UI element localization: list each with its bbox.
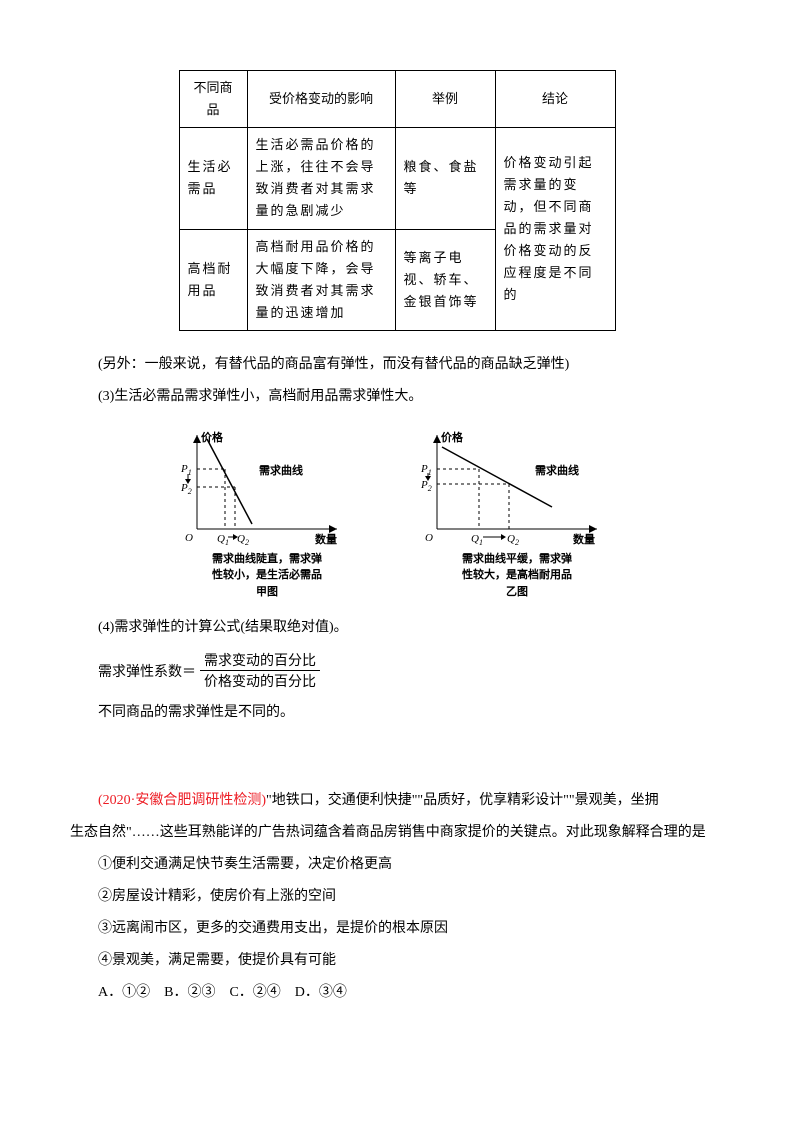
origin-label: O — [185, 532, 193, 544]
cap-b-1: 需求曲线平缓，需求弹 — [462, 553, 572, 565]
y-label: 价格 — [201, 430, 224, 444]
stem-b: 生态自然"……这些耳熟能详的广告热词蕴含着商品房销售中商家提价的关键点。对此现象… — [70, 819, 724, 847]
origin-label: O — [425, 532, 433, 544]
q1-label: Q1 — [217, 533, 229, 547]
chart-a: 价格 数量 O P1 P2 Q1 Q2 需求曲线 需求曲线陡直，需求弹 — [177, 429, 357, 601]
opt-3: ③远离闹市区，更多的交通费用支出，是提价的根本原因 — [70, 915, 724, 943]
question-source: (2020·安徽合肥调研性检测) — [98, 793, 266, 808]
y-arrow-icon — [433, 435, 441, 443]
comparison-table: 不同商品 受价格变动的影响 举例 结论 生活必需品 生活必需品价格的上涨，往往不… — [179, 70, 616, 331]
cell-example-2: 等离子电视、轿车、金银首饰等 — [395, 229, 495, 330]
cell-goods-2: 高档耐用品 — [179, 229, 247, 330]
p1-label: P1 — [180, 463, 192, 477]
formula-denominator: 价格变动的百分比 — [200, 671, 320, 691]
question-block: (2020·安徽合肥调研性检测)"地铁口，交通便利快捷""品质好，优享精彩设计"… — [70, 787, 724, 1007]
opt-2: ②房屋设计精彩，使房价有上涨的空间 — [70, 883, 724, 911]
chart-a-caption: 需求曲线陡直，需求弹 性较小，是生活必需品 甲图 — [212, 551, 322, 601]
opt-4: ④景观美，满足需要，使提价具有可能 — [70, 947, 724, 975]
para-3: (3)生活必需品需求弹性小，高档耐用品需求弹性大。 — [70, 383, 724, 411]
cell-goods-1: 生活必需品 — [179, 128, 247, 229]
table-row: 生活必需品 生活必需品价格的上涨，往往不会导致消费者对其需求量的急剧减少 粮食、… — [179, 128, 615, 229]
formula-row: 需求弹性系数＝ 需求变动的百分比 价格变动的百分比 — [98, 650, 724, 691]
para-4: (4)需求弹性的计算公式(结果取绝对值)。 — [70, 614, 724, 642]
chart-b: 价格 数量 O P1 P2 Q1 Q2 需求曲线 需求曲线平缓，需求弹 — [417, 429, 617, 601]
table-header-row: 不同商品 受价格变动的影响 举例 结论 — [179, 71, 615, 128]
x-label: 数量 — [573, 532, 595, 546]
q2-label: Q2 — [237, 533, 249, 547]
th-example: 举例 — [395, 71, 495, 128]
cap-a-1: 需求曲线陡直，需求弹 — [212, 553, 322, 565]
chart-b-svg: 价格 数量 O P1 P2 Q1 Q2 需求曲线 — [417, 429, 617, 549]
th-conclusion: 结论 — [495, 71, 615, 128]
y-arrow-icon — [193, 435, 201, 443]
p2-label: P2 — [180, 482, 192, 496]
cap-a-3: 甲图 — [256, 586, 278, 598]
cap-b-2: 性较大，是高档耐用品 — [462, 569, 572, 581]
cell-effect-1: 生活必需品价格的上涨，往往不会导致消费者对其需求量的急剧减少 — [247, 128, 395, 229]
formula-fraction: 需求变动的百分比 价格变动的百分比 — [200, 650, 320, 691]
cell-conclusion-merged: 价格变动引起需求量的变动，但不同商品的需求量对价格变动的反应程度是不同的 — [495, 128, 615, 331]
demand-curve-a — [207, 439, 252, 524]
cell-effect-2: 高档耐用品价格的大幅度下降，会导致消费者对其需求量的迅速增加 — [247, 229, 395, 330]
q-arrow-icon — [501, 534, 506, 540]
q1-label: Q1 — [471, 533, 483, 547]
charts-row: 价格 数量 O P1 P2 Q1 Q2 需求曲线 需求曲线陡直，需求弹 — [70, 429, 724, 601]
y-label: 价格 — [441, 430, 464, 444]
para-after-formula: 不同商品的需求弹性是不同的。 — [70, 699, 724, 727]
question-stem: (2020·安徽合肥调研性检测)"地铁口，交通便利快捷""品质好，优享精彩设计"… — [70, 787, 724, 815]
cap-b-3: 乙图 — [506, 586, 528, 598]
p1-label: P1 — [420, 463, 432, 477]
note-substitutes: (另外：一般来说，有替代品的商品富有弹性，而没有替代品的商品缺乏弹性) — [70, 351, 724, 379]
formula-lhs: 需求弹性系数＝ — [98, 661, 196, 681]
q2-label: Q2 — [507, 533, 519, 547]
th-goods: 不同商品 — [179, 71, 247, 128]
formula-numerator: 需求变动的百分比 — [200, 650, 320, 671]
demand-curve-b — [442, 447, 552, 507]
chart-b-caption: 需求曲线平缓，需求弹 性较大，是高档耐用品 乙图 — [462, 551, 572, 601]
cell-example-1: 粮食、食盐等 — [395, 128, 495, 229]
stem-a: "地铁口，交通便利快捷""品质好，优享精彩设计""景观美，坐拥 — [266, 793, 659, 808]
th-effect: 受价格变动的影响 — [247, 71, 395, 128]
p2-label: P2 — [420, 479, 432, 493]
chart-a-svg: 价格 数量 O P1 P2 Q1 Q2 需求曲线 — [177, 429, 357, 549]
x-label: 数量 — [315, 532, 337, 546]
x-arrow-icon — [589, 525, 597, 533]
cap-a-2: 性较小，是生活必需品 — [212, 569, 322, 581]
curve-label-a: 需求曲线 — [259, 463, 303, 477]
curve-label-b: 需求曲线 — [535, 463, 579, 477]
choices: A．①② B．②③ C．②④ D．③④ — [70, 979, 724, 1007]
opt-1: ①便利交通满足快节奏生活需要，决定价格更高 — [70, 851, 724, 879]
x-arrow-icon — [329, 525, 337, 533]
